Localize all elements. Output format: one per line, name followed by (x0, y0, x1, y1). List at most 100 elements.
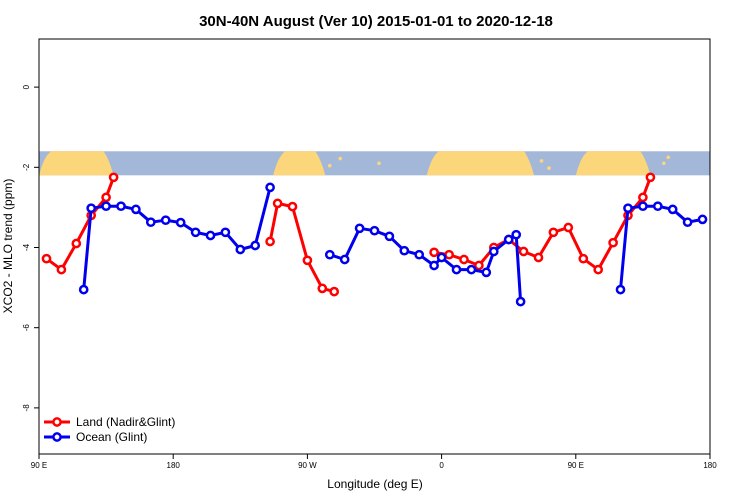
data-point (515, 296, 526, 307)
data-point (265, 182, 275, 193)
data-point (451, 264, 462, 275)
data-point (615, 284, 626, 295)
series-land (41, 172, 656, 297)
map-land-asia (39, 151, 114, 176)
data-point (563, 222, 574, 233)
data-point (317, 283, 328, 294)
data-point (116, 201, 126, 212)
data-point (667, 204, 678, 215)
data-point (652, 201, 663, 212)
legend-ocean-marker (52, 432, 62, 442)
legend-land-marker (52, 417, 62, 427)
data-point (287, 201, 298, 212)
y-axis-label: XCO2 - MLO trend (ppm) (1, 179, 15, 314)
data-point (638, 201, 648, 212)
data-point (533, 252, 544, 263)
data-point (414, 249, 425, 260)
data-point (250, 240, 261, 251)
data-point (108, 172, 119, 183)
map-land-asia (575, 151, 651, 176)
world-map-band (39, 151, 710, 176)
data-point (548, 227, 559, 238)
map-land-africa-eurasia (426, 151, 535, 176)
data-point (324, 249, 335, 260)
y-tick-label: 0 (22, 84, 31, 89)
data-point (205, 230, 216, 241)
data-point (41, 253, 52, 264)
data-point (329, 286, 340, 297)
y-tick-label: -8 (22, 404, 31, 412)
series-line (433, 176, 652, 272)
data-point (444, 249, 454, 260)
data-point (593, 264, 604, 275)
x-tick-label: 180 (703, 461, 717, 470)
y-tick-label: -6 (22, 324, 31, 332)
map-island (547, 166, 551, 170)
data-point (578, 253, 589, 264)
data-point (608, 237, 618, 248)
data-point (131, 204, 141, 215)
y-tick-label: -2 (22, 163, 31, 171)
map-island (539, 159, 544, 163)
data-point (638, 192, 648, 203)
data-point (399, 245, 410, 256)
x-tick-label: 90 W (298, 461, 317, 470)
legend-land-label: Land (Nadir&Glint) (76, 415, 175, 429)
data-point (302, 255, 313, 266)
data-point (86, 203, 97, 214)
data-point (429, 247, 439, 258)
data-point (220, 227, 231, 238)
data-point (429, 260, 439, 271)
chart-title: 30N-40N August (Ver 10) 2015-01-01 to 20… (199, 13, 553, 30)
map-land-north-america (273, 151, 326, 176)
data-point (682, 217, 693, 228)
map-island (666, 155, 671, 160)
data-point (466, 264, 477, 275)
x-axis: 90 E 180 90 W 0 90 E 180 (31, 454, 717, 470)
x-tick-label: 180 (167, 461, 181, 470)
data-point (354, 223, 365, 234)
data-point (78, 284, 89, 295)
map-island (377, 161, 381, 166)
data-point (339, 254, 350, 265)
data-point (235, 244, 246, 255)
data-point (272, 198, 283, 209)
data-point (56, 264, 67, 275)
series-ocean (78, 182, 708, 307)
data-point (697, 214, 708, 225)
y-axis: 0 -2 -4 -6 -8 (22, 84, 39, 411)
data-point (459, 254, 469, 265)
data-point (503, 234, 514, 245)
data-point (160, 215, 171, 226)
data-point (71, 238, 82, 249)
data-point (623, 203, 633, 214)
data-point (481, 267, 492, 278)
map-island (661, 161, 666, 166)
x-tick-label: 0 (439, 461, 444, 470)
data-point (101, 192, 111, 203)
data-point (518, 246, 529, 257)
data-point (369, 225, 380, 236)
data-point (101, 201, 111, 212)
data-point (190, 227, 201, 238)
series-layer (41, 172, 708, 307)
data-point (384, 231, 395, 242)
legend-ocean-label: Ocean (Glint) (76, 430, 147, 444)
data-point (645, 172, 656, 183)
plot-frame (38, 38, 711, 455)
map-island (338, 156, 343, 161)
data-point (488, 246, 499, 257)
x-tick-label: 90 E (31, 461, 47, 470)
legend: Land (Nadir&Glint) Ocean (Glint) (44, 415, 175, 444)
series-line (329, 226, 523, 302)
x-axis-label: Longitude (deg E) (327, 477, 422, 491)
map-island (327, 163, 332, 168)
y-tick-label: -4 (22, 243, 31, 251)
data-point (436, 252, 447, 263)
data-point (511, 229, 522, 240)
x-tick-label: 90 E (568, 461, 584, 470)
data-point (145, 217, 156, 228)
data-point (175, 217, 186, 228)
data-point (474, 260, 484, 271)
